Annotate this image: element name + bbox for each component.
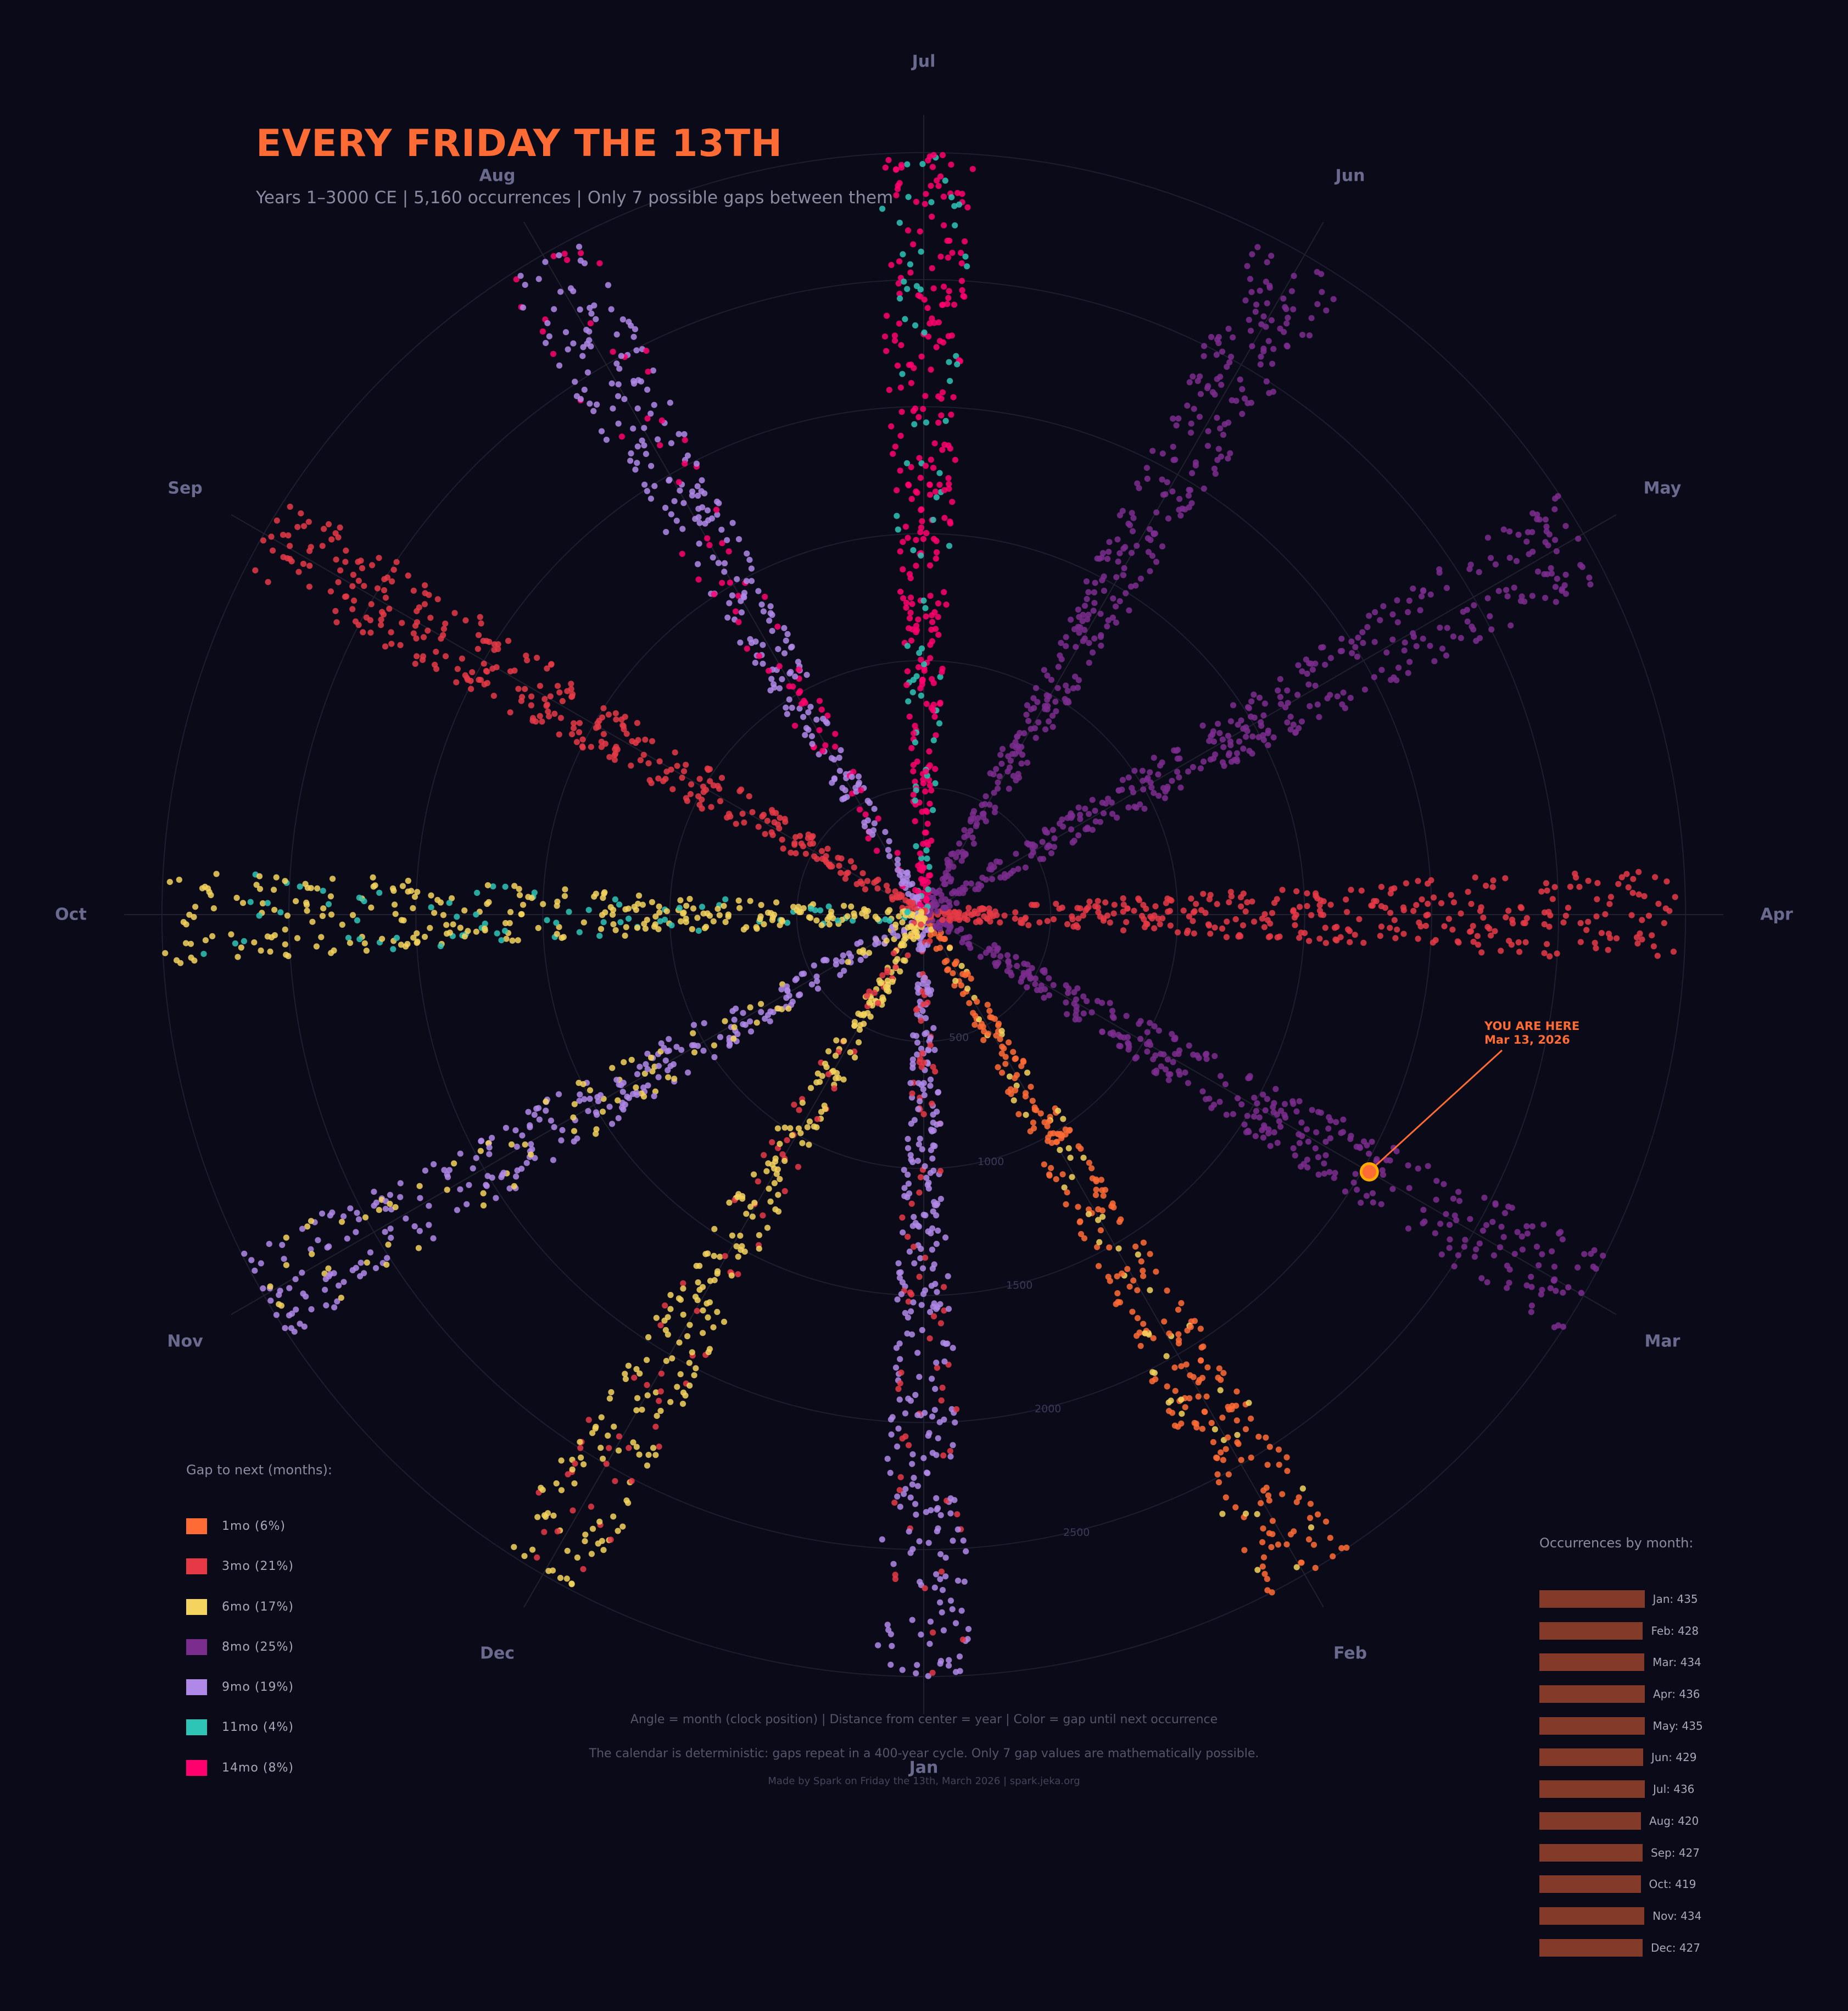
- occ-row-dec: Dec: 427: [1539, 1938, 1703, 1957]
- chart-title: EVERY FRIDAY THE 13TH: [256, 122, 783, 165]
- you-are-here-marker: [1359, 1049, 1503, 1182]
- occ-label: Feb: 428: [1651, 1624, 1699, 1637]
- legend-label: 9mo (19%): [222, 1680, 294, 1695]
- occ-label: Sep: 427: [1651, 1846, 1700, 1859]
- legend-item-8mo: 8mo (25%): [186, 1632, 294, 1662]
- swatch-14mo: [186, 1759, 207, 1776]
- data-points: [162, 152, 1678, 1679]
- occ-bar: [1539, 1907, 1645, 1925]
- legend-label: 3mo (21%): [222, 1559, 294, 1574]
- legend-label: 1mo (6%): [222, 1519, 286, 1533]
- occ-label: Jan: 435: [1652, 1592, 1698, 1606]
- occ-row-nov: Nov: 434: [1539, 1907, 1703, 1925]
- occurrences-bar-chart: Jan: 435 Feb: 428 Mar: 434 Apr: 436 May:…: [1539, 1590, 1703, 1970]
- occ-bar: [1539, 1622, 1643, 1640]
- occ-label: May: 435: [1652, 1719, 1703, 1733]
- chart-subtitle: Years 1–3000 CE | 5,160 occurrences | On…: [256, 188, 894, 208]
- month-label-nov: Nov: [167, 1332, 203, 1351]
- legend-item-1mo: 1mo (6%): [186, 1511, 294, 1541]
- swatch-3mo: [186, 1558, 207, 1575]
- occ-bar: [1539, 1875, 1641, 1893]
- month-label-aug: Aug: [479, 166, 516, 186]
- tick-1500: 1500: [1006, 1279, 1033, 1291]
- occ-bar: [1539, 1685, 1645, 1703]
- swatch-6mo: [186, 1598, 207, 1615]
- occ-bar: [1539, 1938, 1643, 1957]
- swatch-11mo: [186, 1719, 207, 1736]
- occ-row-feb: Feb: 428: [1539, 1622, 1703, 1640]
- occ-row-apr: Apr: 436: [1539, 1685, 1703, 1703]
- occ-label: Mar: 434: [1652, 1656, 1701, 1669]
- tick-2000: 2000: [1035, 1403, 1062, 1416]
- occ-label: Aug: 420: [1649, 1814, 1699, 1828]
- month-label-dec: Dec: [479, 1644, 515, 1663]
- month-label-feb: Feb: [1333, 1644, 1367, 1663]
- legend-label: 8mo (25%): [222, 1640, 294, 1654]
- occ-row-jun: Jun: 429: [1539, 1748, 1703, 1767]
- occ-row-aug: Aug: 420: [1539, 1812, 1703, 1830]
- annotation-line2: Mar 13, 2026: [1484, 1033, 1570, 1046]
- month-label-oct: Oct: [55, 905, 87, 924]
- occ-bar: [1539, 1812, 1641, 1830]
- occ-row-jan: Jan: 435: [1539, 1590, 1703, 1608]
- swatch-9mo: [186, 1679, 207, 1696]
- month-label-apr: Apr: [1760, 905, 1793, 924]
- occ-row-may: May: 435: [1539, 1717, 1703, 1735]
- occ-label: Nov: 434: [1652, 1909, 1702, 1923]
- footer-credit: Made by Spark on Friday the 13th, March …: [768, 1775, 1080, 1787]
- swatch-1mo: [186, 1518, 207, 1534]
- occ-bar: [1539, 1780, 1645, 1798]
- occ-label: Jun: 429: [1651, 1751, 1697, 1764]
- occ-row-jul: Jul: 436: [1539, 1780, 1703, 1798]
- footer-note: The calendar is deterministic: gaps repe…: [589, 1747, 1259, 1761]
- occ-row-mar: Mar: 434: [1539, 1653, 1703, 1672]
- occ-label: Jul: 436: [1653, 1782, 1695, 1796]
- legend-label: 6mo (17%): [222, 1600, 294, 1614]
- legend-item-14mo: 14mo (8%): [186, 1753, 294, 1783]
- month-label-jul: Jul: [912, 52, 936, 71]
- occ-row-oct: Oct: 419: [1539, 1875, 1703, 1893]
- legend-title: Gap to next (months):: [186, 1462, 332, 1478]
- month-label-mar: Mar: [1644, 1332, 1680, 1351]
- legend-item-6mo: 6mo (17%): [186, 1592, 294, 1622]
- legend-item-9mo: 9mo (19%): [186, 1672, 294, 1702]
- occ-bar: [1539, 1717, 1645, 1735]
- you-are-here-annotation: YOU ARE HERE Mar 13, 2026: [1484, 1020, 1579, 1047]
- swatch-8mo: [186, 1639, 207, 1655]
- occ-label: Oct: 419: [1649, 1878, 1696, 1891]
- occ-bar: [1539, 1653, 1645, 1672]
- occ-bar: [1539, 1843, 1643, 1862]
- month-label-jun: Jun: [1335, 166, 1365, 186]
- month-label-jan: Jan: [909, 1758, 939, 1778]
- legend-item-3mo: 3mo (21%): [186, 1551, 294, 1581]
- annotation-line1: YOU ARE HERE: [1484, 1020, 1580, 1033]
- tick-2500: 2500: [1063, 1527, 1090, 1539]
- footer-explanation: Angle = month (clock position) | Distanc…: [630, 1713, 1218, 1726]
- legend-label: 11mo (4%): [222, 1720, 294, 1735]
- occ-label: Dec: 427: [1651, 1941, 1701, 1954]
- occurrences-title: Occurrences by month:: [1539, 1535, 1694, 1551]
- legend-item-11mo: 11mo (4%): [186, 1712, 294, 1742]
- occ-label: Apr: 436: [1653, 1687, 1700, 1701]
- occ-bar: [1539, 1748, 1643, 1767]
- occ-bar: [1539, 1590, 1645, 1608]
- gap-legend: 1mo (6%) 3mo (21%) 6mo (17%) 8mo (25%) 9…: [186, 1511, 294, 1793]
- occ-row-sep: Sep: 427: [1539, 1843, 1703, 1862]
- legend-label: 14mo (8%): [222, 1761, 294, 1775]
- tick-500: 500: [949, 1032, 969, 1044]
- month-label-sep: Sep: [168, 478, 203, 498]
- month-label-may: May: [1643, 478, 1682, 498]
- tick-1000: 1000: [978, 1155, 1004, 1168]
